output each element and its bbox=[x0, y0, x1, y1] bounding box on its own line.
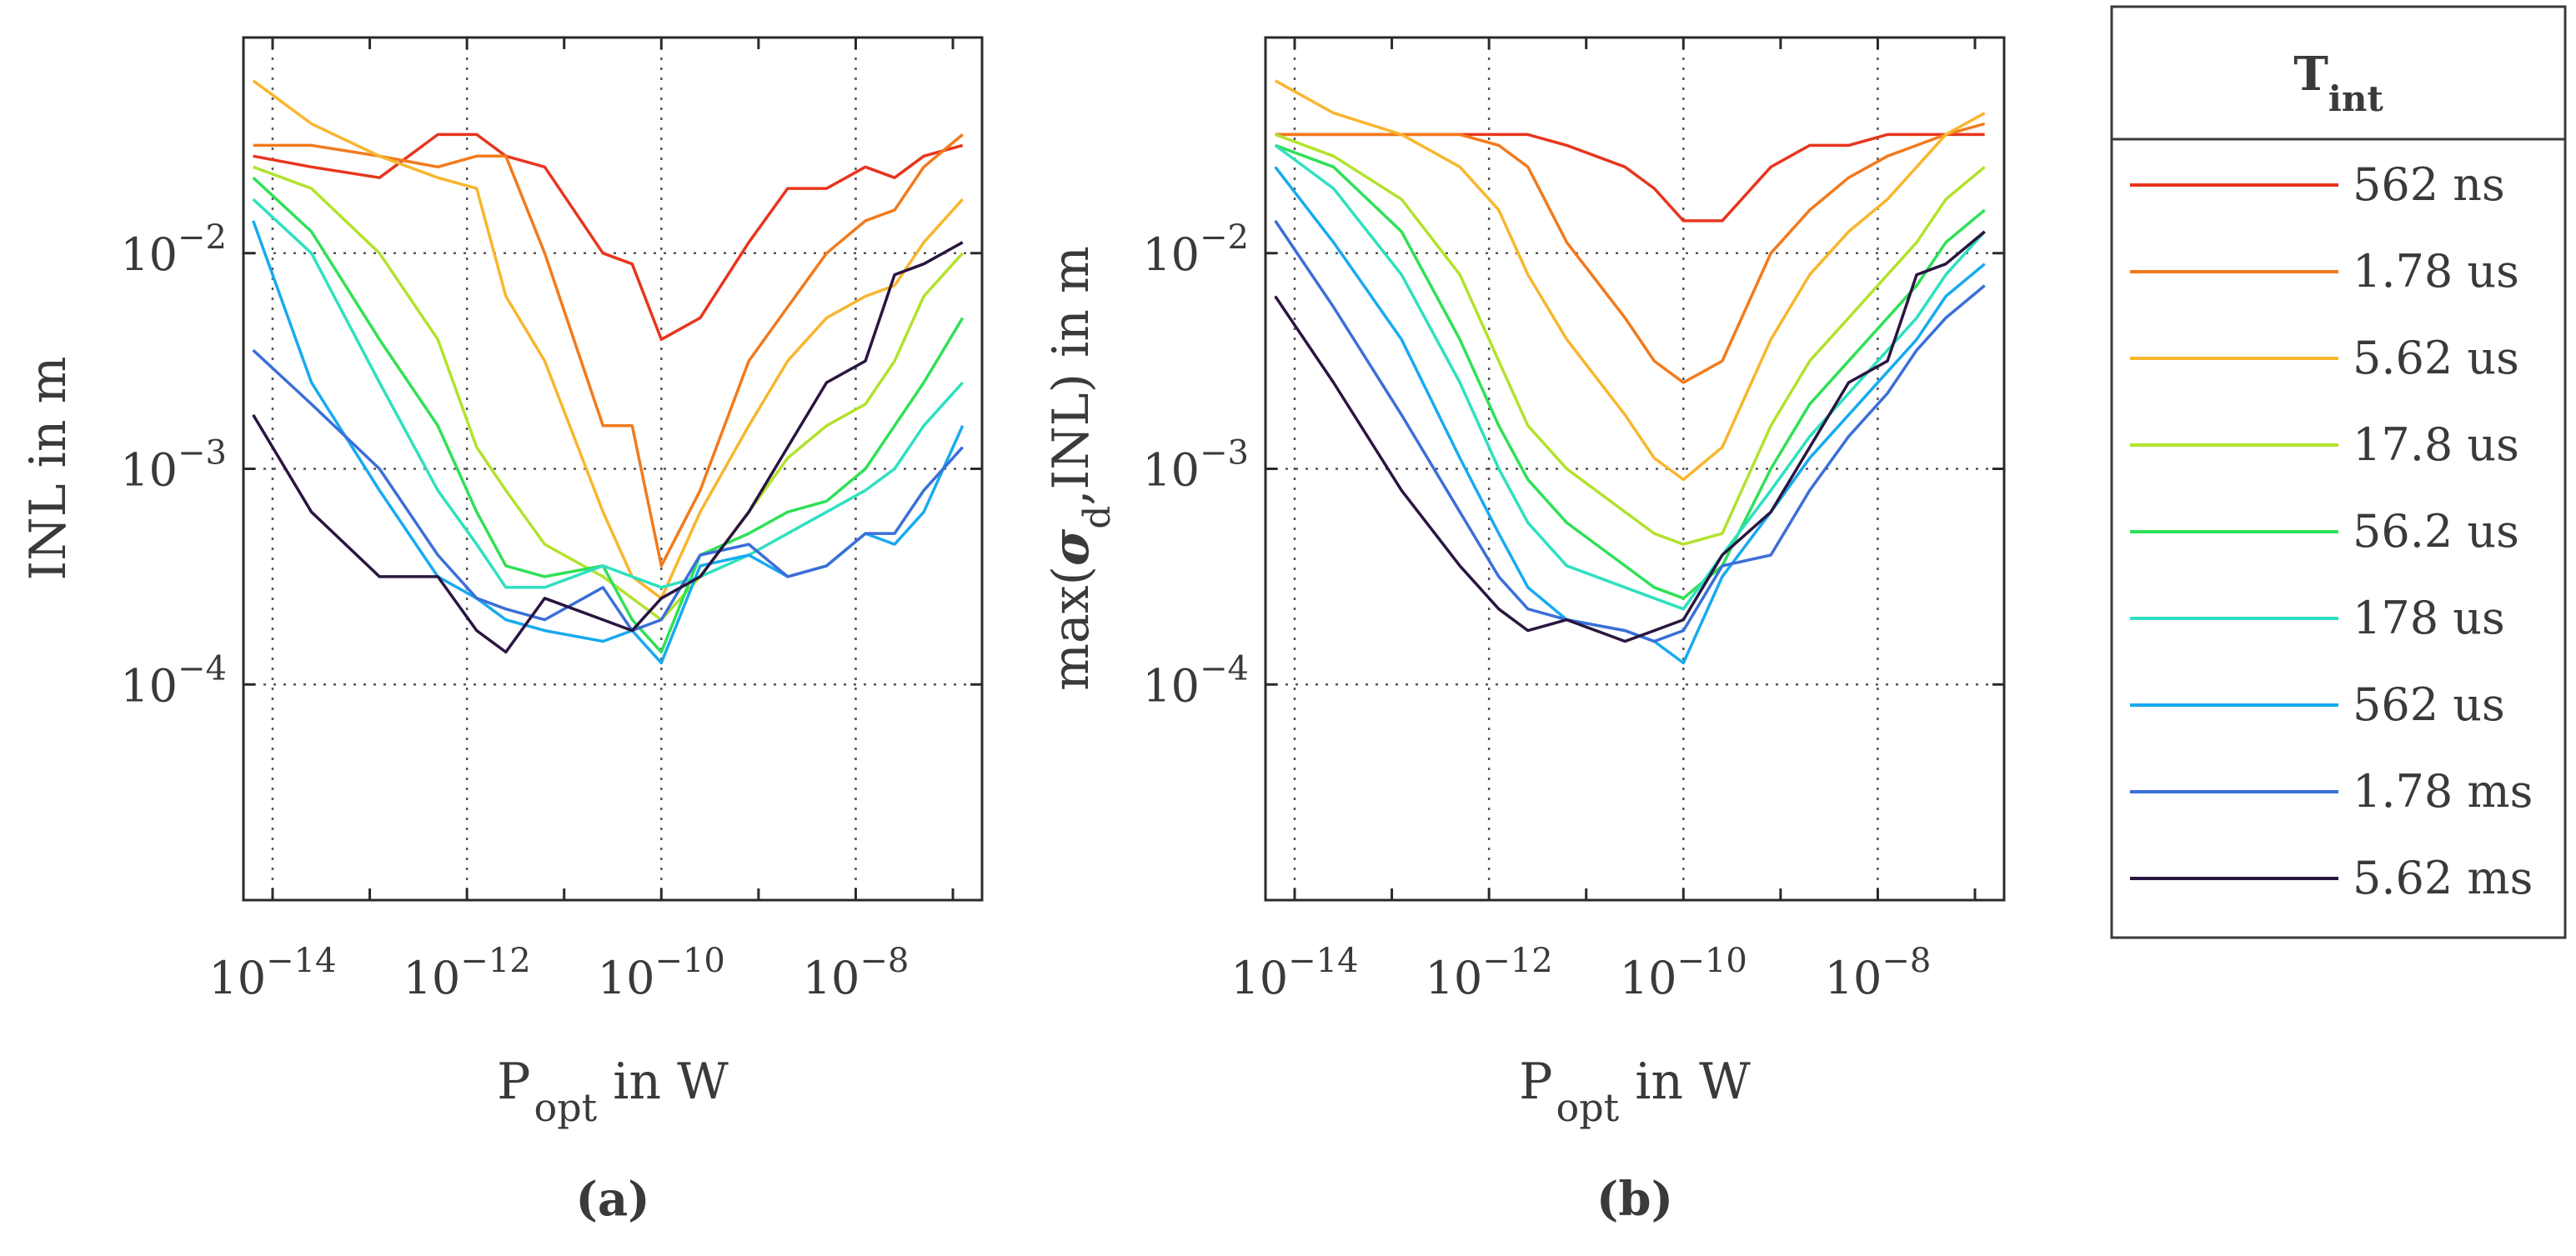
y-tick-label: 10−3 bbox=[120, 434, 227, 497]
x-axis-label-rest-a: in W bbox=[597, 1053, 729, 1111]
series-line-5_62-us bbox=[252, 79, 964, 600]
x-axis-label-main-b: P bbox=[1519, 1053, 1552, 1111]
y-axis-label-post-b: ,INL) in m bbox=[1042, 246, 1100, 505]
x-axis-label-sub-b: opt bbox=[1556, 1085, 1620, 1130]
series-line-1_78-ms bbox=[1274, 219, 1986, 643]
x-tick-label: 10−14 bbox=[1230, 942, 1358, 1004]
legend-label: 562 us bbox=[2353, 678, 2505, 731]
legend-title: Tint bbox=[2293, 47, 2383, 119]
y-ticks-b: 10−2 10−3 10−4 bbox=[1142, 36, 2004, 902]
x-tick-label: 10−12 bbox=[1426, 942, 1553, 1004]
y-axis-label-sigma-b: σ bbox=[1042, 528, 1100, 566]
legend-title-sub: int bbox=[2328, 78, 2383, 119]
y-tick-label: 10−2 bbox=[1142, 218, 1249, 281]
series-b bbox=[1274, 79, 1986, 665]
panel-b: 10−2 10−3 10−4 10−14 10−12 10−10 10−8 max(σd,… bbox=[1042, 36, 2006, 1227]
series-line-1_78-ms bbox=[252, 348, 965, 633]
y-tick-label: 10−3 bbox=[1142, 434, 1249, 497]
series-line-1_78-us bbox=[253, 133, 964, 568]
series-line-56_2-us bbox=[252, 176, 965, 654]
y-axis-label-b: max(σd,INL) in m bbox=[1042, 246, 1119, 691]
legend-label: 5.62 us bbox=[2353, 332, 2519, 384]
series-line-562-us bbox=[252, 220, 965, 665]
series-line-5_62-ms bbox=[1274, 230, 1986, 643]
x-tick-label: 10−12 bbox=[403, 942, 531, 1004]
x-axis-label-a: Popt in W bbox=[497, 1053, 729, 1130]
x-axis-label-rest-b: in W bbox=[1619, 1053, 1751, 1111]
legend-label: 56.2 us bbox=[2353, 505, 2519, 558]
panel-label-b: (b) bbox=[1596, 1172, 1673, 1227]
series-line-5_62-us bbox=[1274, 79, 1986, 482]
x-tick-label: 10−14 bbox=[208, 942, 336, 1004]
x-tick-label: 10−8 bbox=[803, 942, 910, 1004]
x-axis-label-sub-a: opt bbox=[534, 1085, 598, 1130]
x-tick-label: 10−10 bbox=[598, 942, 725, 1004]
series-a bbox=[252, 79, 965, 665]
x-ticks-b: 10−14 10−12 10−10 10−8 bbox=[1230, 38, 1977, 1004]
legend-label: 5.62 ms bbox=[2353, 852, 2533, 904]
y-axis-label-a: INL in m bbox=[19, 357, 78, 581]
x-tick-label: 10−10 bbox=[1620, 942, 1747, 1004]
legend-title-main: T bbox=[2293, 47, 2328, 102]
y-ticks-a: 10−2 10−3 10−4 bbox=[120, 36, 982, 902]
series-line-56_2-us bbox=[1275, 143, 1986, 600]
y-axis-label-sub-b: d bbox=[1076, 506, 1119, 529]
y-tick-label: 10−4 bbox=[1142, 649, 1249, 712]
x-axis-label-main-a: P bbox=[497, 1053, 530, 1111]
legend-label: 1.78 us bbox=[2353, 245, 2519, 298]
series-line-5_62-ms bbox=[252, 241, 964, 654]
series-line-1_78-us bbox=[1275, 122, 1986, 384]
legend-label: 562 ns bbox=[2353, 158, 2505, 211]
legend-label: 178 us bbox=[2353, 592, 2505, 644]
x-axis-label-b: Popt in W bbox=[1519, 1053, 1751, 1130]
x-tick-label: 10−8 bbox=[1825, 942, 1932, 1004]
series-line-17_8-us bbox=[1275, 133, 1986, 546]
series-line-17_8-us bbox=[253, 165, 964, 622]
grid-b bbox=[1265, 38, 2004, 900]
panel-label-a: (a) bbox=[575, 1172, 649, 1227]
legend: Tint 562 ns 1.78 us 5.62 us 17.8 us 56.2 us 1… bbox=[2110, 5, 2567, 939]
y-tick-label: 10−4 bbox=[120, 649, 227, 712]
series-line-562-ns bbox=[253, 133, 964, 342]
legend-entries: 562 ns 1.78 us 5.62 us 17.8 us 56.2 us 178 us… bbox=[2130, 158, 2533, 904]
y-axis-label-pre-b: max( bbox=[1042, 566, 1100, 691]
grid-a bbox=[243, 38, 982, 900]
y-tick-label: 10−2 bbox=[120, 218, 227, 281]
series-line-562-us bbox=[1274, 166, 1986, 665]
panel-a: 10−2 10−3 10−4 10−14 10−12 10−10 10−8 INL in … bbox=[19, 36, 984, 1227]
legend-box bbox=[2110, 5, 2567, 939]
series-line-178-us bbox=[252, 198, 965, 589]
x-ticks-a: 10−14 10−12 10−10 10−8 bbox=[208, 38, 955, 1004]
legend-label: 17.8 us bbox=[2353, 418, 2519, 471]
legend-label: 1.78 ms bbox=[2353, 765, 2533, 818]
